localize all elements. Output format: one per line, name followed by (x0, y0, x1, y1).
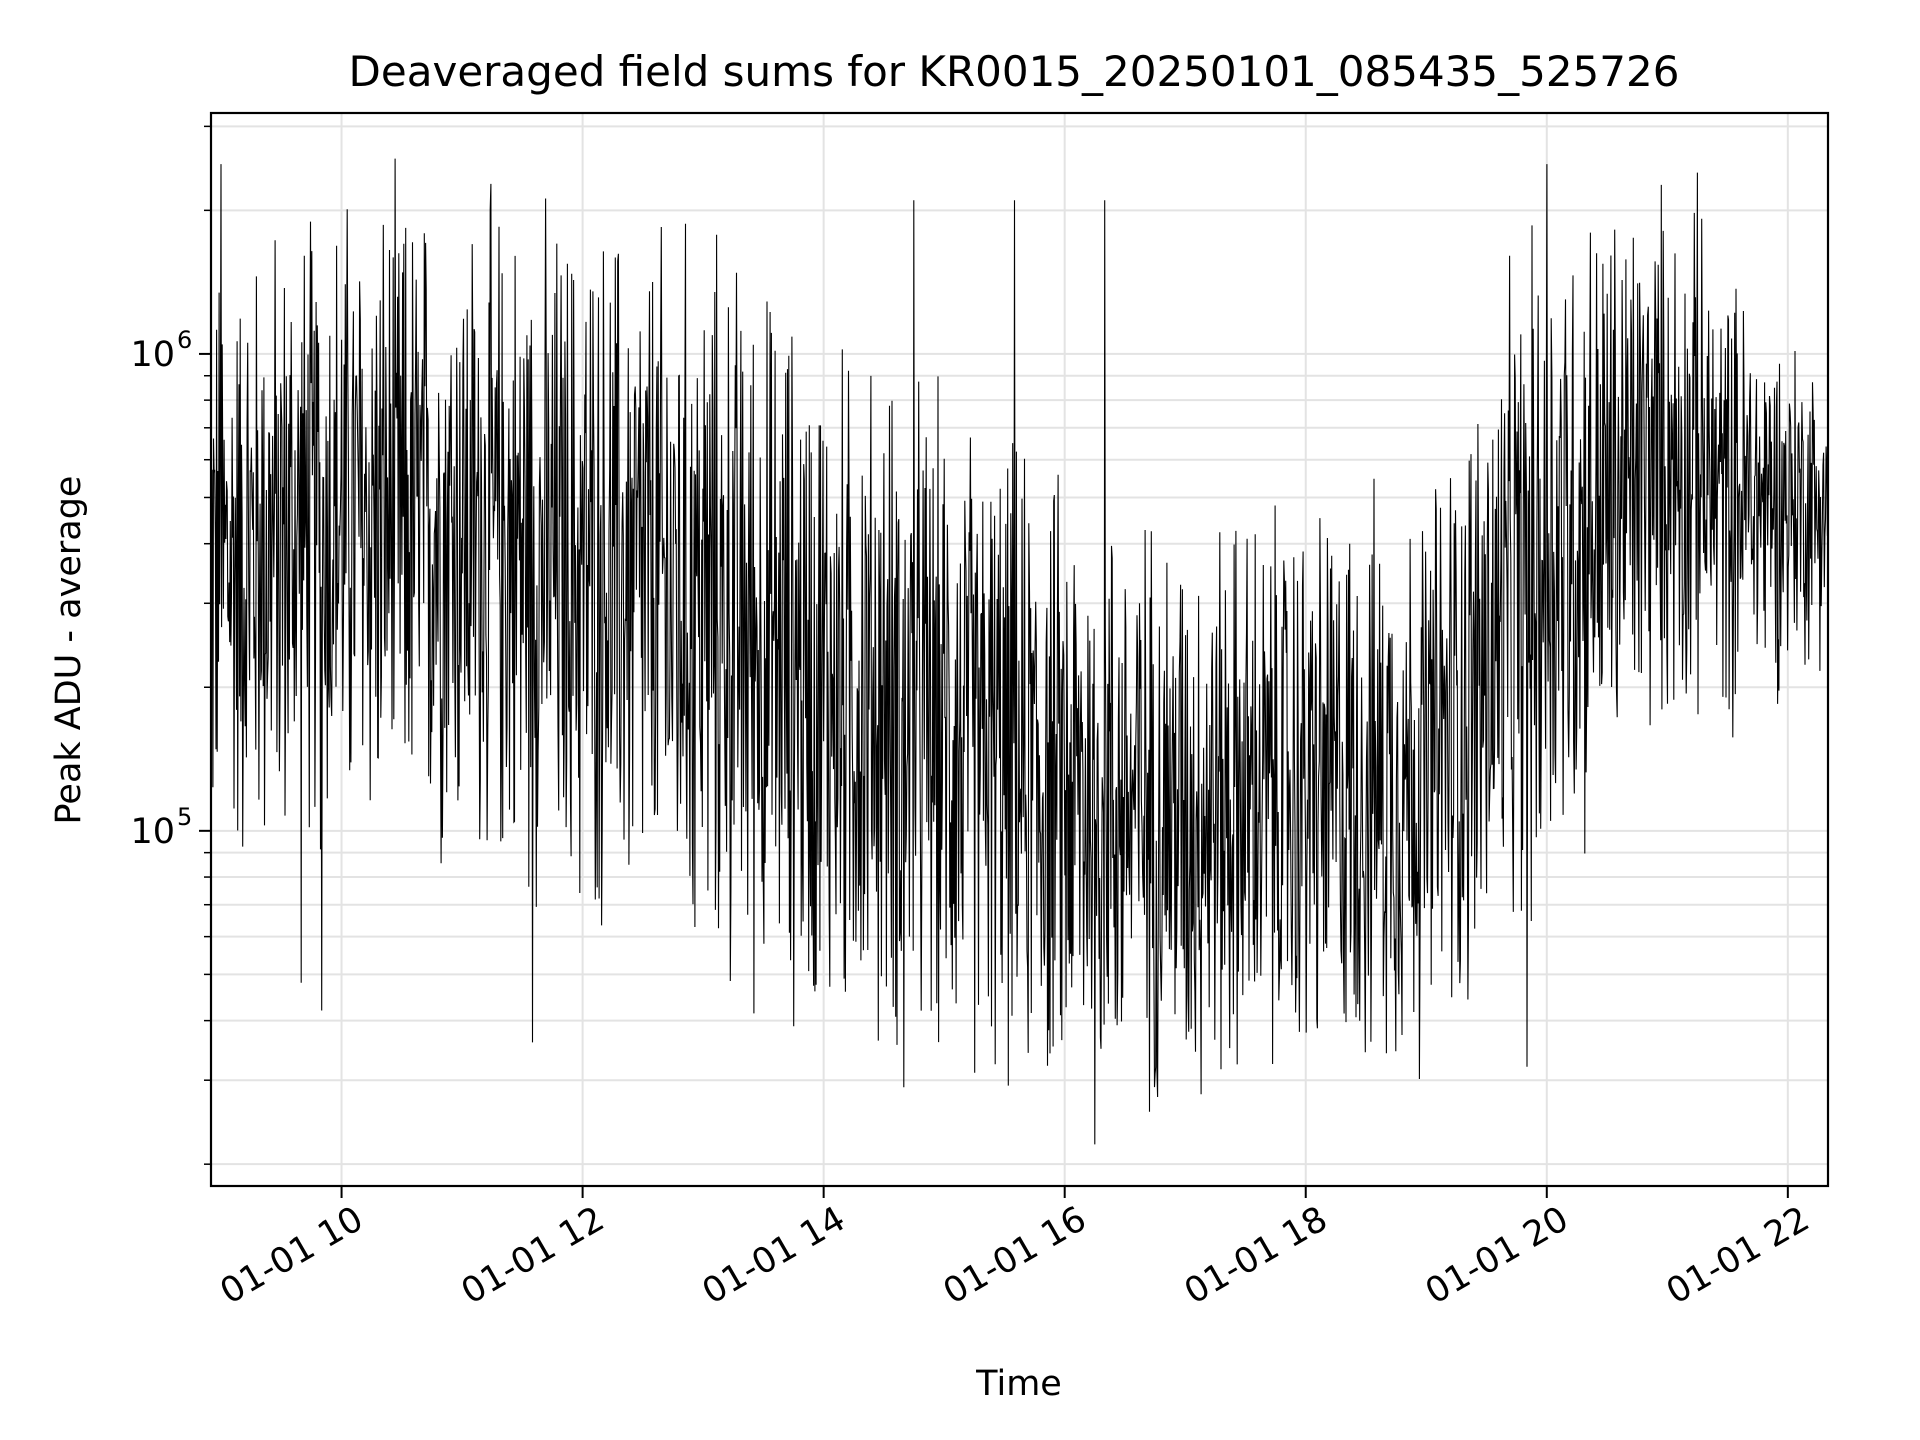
grid (211, 113, 1828, 1186)
series-line (210, 158, 1829, 1145)
y-tick-label: 10 (130, 335, 175, 375)
x-axis-label: Time (975, 1364, 1062, 1404)
y-axis-label: Peak ADU - average (49, 476, 89, 825)
series-layer (210, 158, 1829, 1145)
y-tick-label: 10 (130, 812, 175, 852)
y-tick-exponent: 5 (177, 803, 192, 831)
plot-frame (209, 111, 1830, 1188)
chart-title: Deaveraged field sums for KR0015_2025010… (349, 47, 1680, 96)
y-tick-exponent: 6 (177, 326, 192, 354)
